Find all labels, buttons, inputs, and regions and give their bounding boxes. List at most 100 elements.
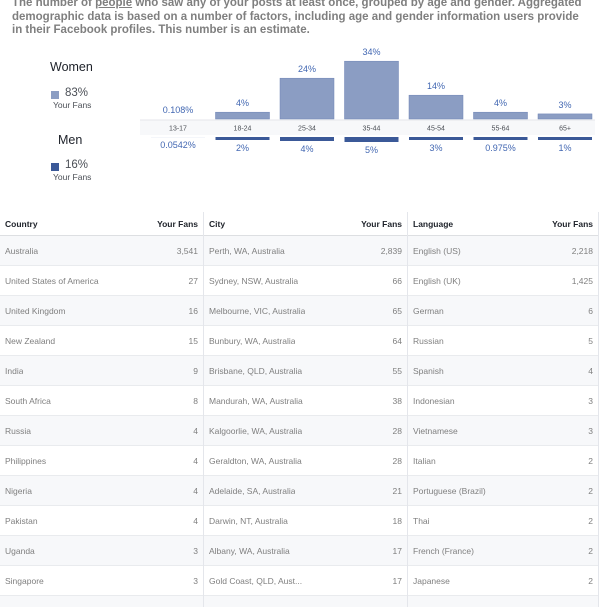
- men-label: Men: [58, 133, 83, 147]
- row-name: Pakistan: [5, 515, 38, 526]
- men-bar: [280, 137, 334, 141]
- row-name: United Kingdom: [5, 305, 66, 316]
- table-row: India 9: [0, 356, 203, 386]
- men-data-label: 0.0542%: [160, 140, 196, 150]
- men-pct: 16%: [65, 159, 89, 171]
- row-name: Kalgoorlie, WA, Australia: [209, 425, 303, 436]
- men-sub: Your Fans: [53, 172, 92, 182]
- table-row: Gold Coast, QLD, Aust... 17: [204, 566, 407, 596]
- row-name: United States of America: [5, 275, 99, 286]
- men-data-label: 3%: [429, 143, 442, 153]
- row-fans: 2: [588, 545, 593, 556]
- row-name: Darwin, NT, Australia: [209, 515, 288, 526]
- row-name: Spanish: [413, 365, 444, 376]
- table-header: Country Your Fans: [0, 212, 203, 236]
- column-header-name[interactable]: Language: [413, 218, 454, 229]
- age-tick-label: 13-17: [169, 126, 187, 133]
- row-fans: 28: [392, 455, 402, 466]
- men-data-label: 4%: [300, 144, 313, 154]
- table-row: Bunbury, WA, Australia 64: [204, 326, 407, 356]
- women-pct: 83%: [65, 87, 89, 99]
- column-header-name[interactable]: City: [209, 218, 226, 229]
- intro-after: who saw any of your posts at least once,…: [12, 0, 582, 36]
- age-gender-chart: Women 83% Your Fans Men 16% Your Fans 0.…: [0, 0, 600, 215]
- table-body: English (US) 2,218 English (UK) 1,425 German…: [408, 236, 598, 607]
- people-link[interactable]: people: [95, 0, 133, 9]
- men-data-label: 0.975%: [485, 143, 516, 153]
- table-row: Vietnamese 3: [408, 416, 598, 446]
- table-row: Singapore 3: [0, 566, 203, 596]
- row-fans: 6: [588, 305, 593, 316]
- table-row: New Zealand 15: [0, 326, 203, 356]
- table-row: Kalgoorlie, WA, Australia 28: [204, 416, 407, 446]
- table-row: Indonesian 3: [408, 386, 598, 416]
- row-fans: 4: [193, 485, 198, 496]
- men-bar: [473, 137, 528, 140]
- row-fans: 4: [193, 515, 198, 526]
- column-header-fans[interactable]: Your Fans: [157, 218, 198, 229]
- row-name: French (France): [413, 545, 474, 556]
- table-row: Kenya3: [0, 596, 203, 607]
- men-data-label: 1%: [558, 143, 571, 153]
- table-row: Spanish 4: [408, 356, 598, 386]
- row-fans: 4: [588, 365, 593, 376]
- row-name: India: [5, 365, 24, 376]
- women-bar: [473, 111, 528, 120]
- row-fans: 28: [392, 425, 402, 436]
- table-row: Philippines 4: [0, 446, 203, 476]
- row-name: New Zealand: [5, 335, 56, 346]
- row-name: Italian: [413, 455, 436, 466]
- table-row: Uganda 3: [0, 536, 203, 566]
- row-fans: 64: [392, 335, 402, 346]
- row-name: Bunbury, WA, Australia: [209, 335, 296, 346]
- row-fans: 16: [188, 305, 198, 316]
- table-row: Australia 3,541: [0, 236, 203, 266]
- row-name: Thai: [413, 515, 430, 526]
- table-row: French (France) 2: [408, 536, 598, 566]
- row-name: Nigeria: [5, 485, 32, 496]
- table-row: Thai 2: [408, 506, 598, 536]
- row-fans: 21: [392, 485, 402, 496]
- row-name: Sydney, NSW, Australia: [209, 275, 299, 286]
- table-row: Melbourne, VIC, Australia 65: [204, 296, 407, 326]
- language-table: Language Your Fans English (US) 2,218 Englis…: [408, 212, 599, 607]
- row-name: Portuguese (Brazil): [413, 485, 486, 496]
- row-fans: 17: [392, 575, 402, 586]
- women-label: Women: [50, 60, 93, 74]
- city-table: City Your Fans Perth, WA, Australia 2,839 Sy…: [204, 212, 408, 607]
- row-fans: 66: [392, 275, 402, 286]
- table-row: English (UK) 1,425: [408, 266, 598, 296]
- row-fans: 2: [588, 515, 593, 526]
- row-fans: 3: [193, 575, 198, 586]
- table-row: Russia 4: [0, 416, 203, 446]
- table-header: Language Your Fans: [408, 212, 598, 236]
- row-name: Melbourne, VIC, Australia: [209, 305, 306, 316]
- men-data-label: 2%: [236, 143, 249, 153]
- column-header-fans[interactable]: Your Fans: [361, 218, 402, 229]
- table-row: Traditional Chinese (Ta...2: [408, 596, 598, 607]
- row-fans: 3: [193, 545, 198, 556]
- row-name: Mandurah, WA, Australia: [209, 395, 303, 406]
- age-tick-label: 18-24: [234, 126, 252, 133]
- column-header-fans[interactable]: Your Fans: [552, 218, 593, 229]
- axis-band: [140, 120, 595, 135]
- women-data-label: 4%: [236, 98, 249, 108]
- row-name: Geraldton, WA, Australia: [209, 455, 302, 466]
- table-row: South Africa 8: [0, 386, 203, 416]
- women-sub: Your Fans: [53, 100, 92, 110]
- row-fans: 2: [588, 575, 593, 586]
- row-fans: 2,839: [380, 245, 402, 256]
- women-legend-swatch: [51, 91, 59, 99]
- table-row: Russian 5: [408, 326, 598, 356]
- women-data-label: 3%: [558, 100, 571, 110]
- row-fans: 3,541: [176, 245, 198, 256]
- table-row: Pakistan 4: [0, 506, 203, 536]
- row-name: Perth, WA, Australia: [209, 245, 285, 256]
- row-fans: 55: [392, 365, 402, 376]
- column-header-name[interactable]: Country: [5, 218, 38, 229]
- row-fans: 3: [588, 395, 593, 406]
- row-fans: 18: [392, 515, 402, 526]
- table-row: Japanese 2: [408, 566, 598, 596]
- row-name: South Africa: [5, 395, 51, 406]
- row-fans: 1,425: [571, 275, 593, 286]
